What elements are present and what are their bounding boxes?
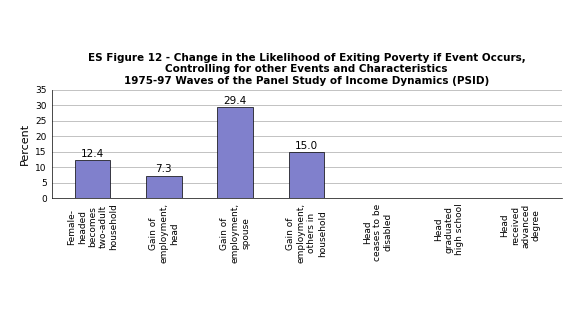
Title: ES Figure 12 - Change in the Likelihood of Exiting Poverty if Event Occurs,
Cont: ES Figure 12 - Change in the Likelihood …	[88, 53, 525, 86]
Text: 12.4: 12.4	[81, 148, 104, 159]
Y-axis label: Percent: Percent	[19, 123, 30, 165]
Bar	[146, 176, 182, 198]
Bar	[217, 107, 253, 198]
Bar	[74, 160, 111, 198]
Text: 29.4: 29.4	[223, 96, 247, 106]
Text: 15.0: 15.0	[295, 140, 318, 150]
Text: 7.3: 7.3	[156, 164, 172, 174]
Bar	[289, 152, 324, 198]
